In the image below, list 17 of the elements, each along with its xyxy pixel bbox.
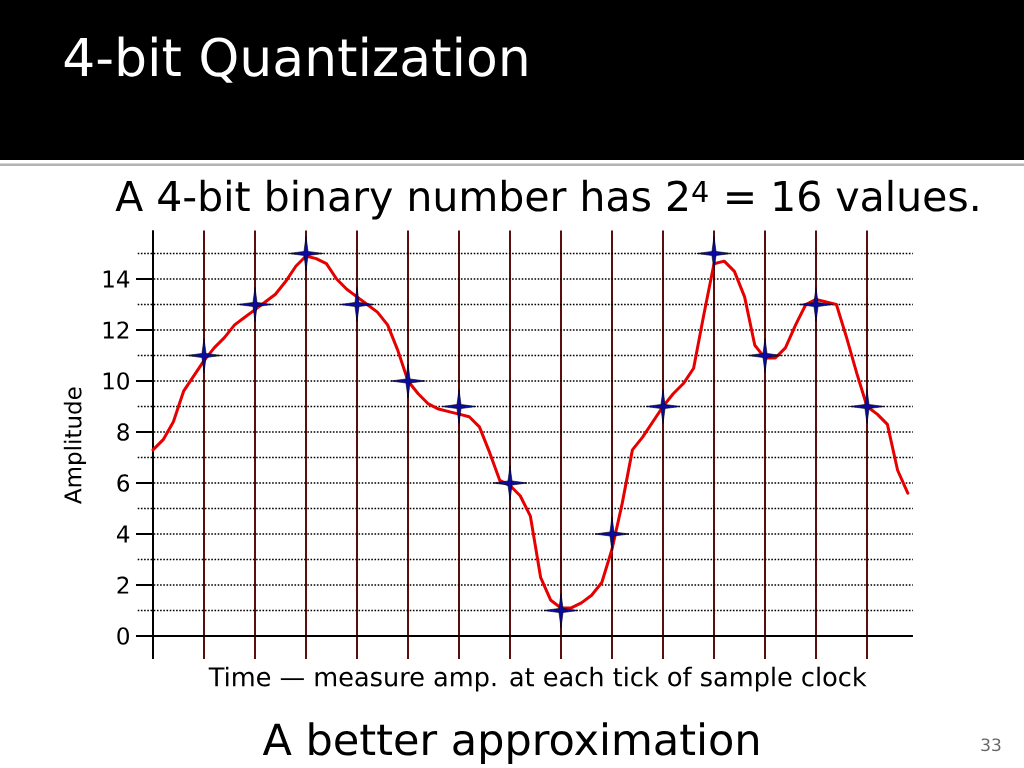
y-tick-label: 12 <box>103 321 129 339</box>
y-tick-label: 14 <box>103 270 130 288</box>
x-axis-title: Time — measure amp. at each tick of sample clock <box>208 666 867 692</box>
y-tick-label: 0 <box>117 627 129 645</box>
point <box>390 363 426 399</box>
y-tick-label: 8 <box>117 423 129 441</box>
y-tick-label: 4 <box>116 525 130 543</box>
point <box>492 465 528 501</box>
y-tick-label: 10 <box>103 372 129 390</box>
chart-title: 4-bit Quantization <box>64 36 527 83</box>
text: A better approximation <box>262 722 758 764</box>
y-tick-label: 2 <box>117 576 129 594</box>
chart-subtitle: A 4-bit binary number has 2$^{4}$ = 16 values. <box>115 179 978 220</box>
point <box>594 516 630 552</box>
y-tick-label: 6 <box>117 474 130 492</box>
text: 33 <box>981 738 1001 752</box>
y-axis-title: Amplitude <box>63 387 87 504</box>
